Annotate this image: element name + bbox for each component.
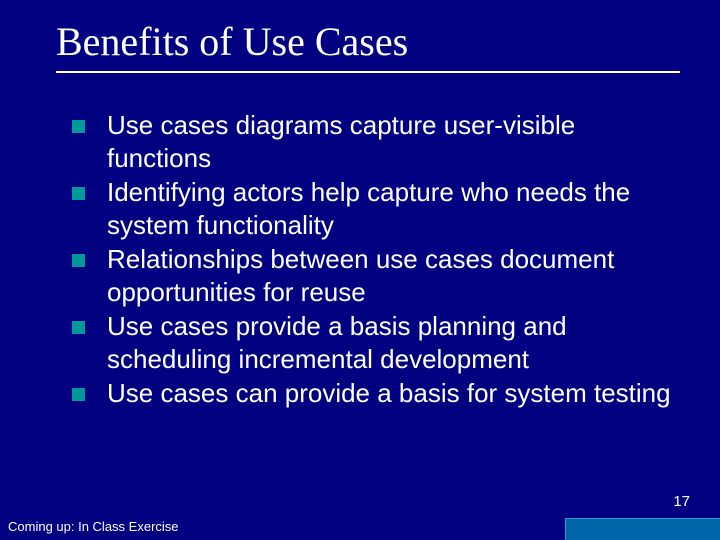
bullet-icon: [72, 254, 85, 267]
bullet-text: Relationships between use cases document…: [107, 243, 680, 308]
bullet-icon: [72, 187, 85, 200]
bullet-icon: [72, 120, 85, 133]
list-item: Use cases can provide a basis for system…: [72, 377, 680, 410]
bullet-text: Identifying actors help capture who need…: [107, 176, 680, 241]
footer-text: Coming up: In Class Exercise: [8, 519, 179, 534]
bullet-text: Use cases can provide a basis for system…: [107, 377, 671, 410]
bullet-text: Use cases provide a basis planning and s…: [107, 310, 680, 375]
slide-title: Benefits of Use Cases: [0, 0, 720, 71]
list-item: Identifying actors help capture who need…: [72, 176, 680, 241]
bullet-list: Use cases diagrams capture user-visible …: [0, 73, 720, 410]
accent-box: [565, 518, 720, 540]
bullet-icon: [72, 321, 85, 334]
list-item: Use cases diagrams capture user-visible …: [72, 109, 680, 174]
list-item: Relationships between use cases document…: [72, 243, 680, 308]
list-item: Use cases provide a basis planning and s…: [72, 310, 680, 375]
bullet-icon: [72, 388, 85, 401]
page-number: 17: [673, 493, 690, 510]
bullet-text: Use cases diagrams capture user-visible …: [107, 109, 680, 174]
